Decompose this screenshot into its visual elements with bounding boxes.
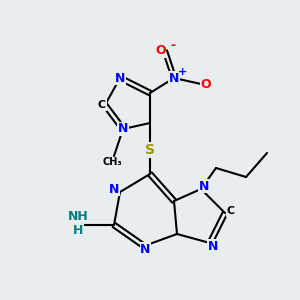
Text: O: O [200,77,211,91]
Text: N: N [115,71,125,85]
Text: N: N [118,122,128,136]
Text: C: C [98,100,106,110]
Text: N: N [199,179,209,193]
Text: O: O [155,44,166,58]
Text: NH: NH [68,209,88,223]
Text: +: + [178,67,187,77]
Text: H: H [73,224,83,238]
Text: C: C [227,206,235,217]
Text: CH₃: CH₃ [103,157,122,167]
Text: -: - [171,39,176,52]
Text: N: N [208,239,218,253]
Text: N: N [140,242,151,256]
Text: N: N [109,182,119,196]
Text: S: S [145,143,155,157]
Text: N: N [169,71,179,85]
